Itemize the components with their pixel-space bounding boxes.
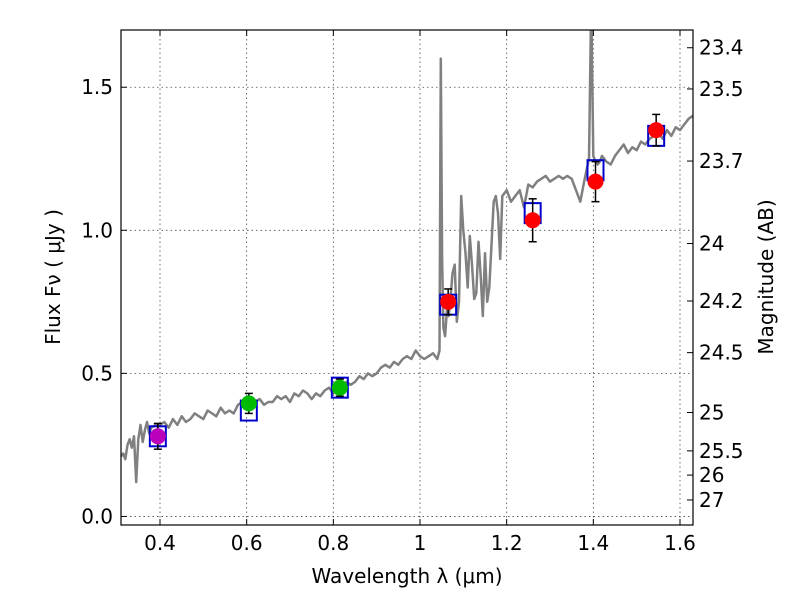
y-right-tick-label: 27 <box>699 488 724 512</box>
photometry-point <box>149 428 166 445</box>
y-right-tick-label: 24.5 <box>699 341 744 365</box>
y-tick-label: 1.5 <box>81 75 113 99</box>
photometry-point <box>240 395 257 412</box>
plot-area <box>121 30 693 484</box>
y-tick-label: 0.0 <box>81 504 113 528</box>
y-right-tick-label: 25.5 <box>699 439 744 463</box>
photometry-point <box>524 212 541 229</box>
markers <box>148 113 666 450</box>
y-right-tick-label: 24.2 <box>699 289 744 313</box>
y-right-tick-label: 26 <box>699 463 724 487</box>
y-right-tick-label: 23.7 <box>699 149 744 173</box>
grid <box>121 30 693 525</box>
x-tick-label: 1.4 <box>577 531 609 555</box>
spectrum-line <box>121 30 693 484</box>
photometry-point <box>440 293 457 310</box>
y-axis-label: Flux Fν ( μJy ) <box>41 209 65 345</box>
x-tick-label: 0.4 <box>144 531 176 555</box>
photometry-point <box>331 379 348 396</box>
y-tick-label: 0.5 <box>81 361 113 385</box>
x-tick-label: 0.6 <box>231 531 263 555</box>
x-axis-label: Wavelength λ (μm) <box>311 564 502 588</box>
y-right-tick-label: 23.4 <box>699 36 744 60</box>
photometry-point <box>587 173 604 190</box>
y-right-tick-label: 23.5 <box>699 77 744 101</box>
y-right-tick-label: 24 <box>699 232 724 256</box>
axes-frame <box>120 29 694 526</box>
y-tick-label: 1.0 <box>81 218 113 242</box>
x-tick-label: 1.2 <box>491 531 523 555</box>
ticks: 0.4 0.6 0.8 1 1.2 1.4 1.6 0.0 0.5 1.0 1.5 23.4 23.5 2… <box>81 30 744 555</box>
y-right-tick-label: 25 <box>699 401 724 425</box>
y-axis-right-label: Magnitude (AB) <box>754 199 778 354</box>
x-tick-label: 1 <box>414 531 427 555</box>
x-tick-label: 0.8 <box>317 531 349 555</box>
x-tick-label: 1.6 <box>664 531 696 555</box>
photometry-point <box>648 122 665 139</box>
